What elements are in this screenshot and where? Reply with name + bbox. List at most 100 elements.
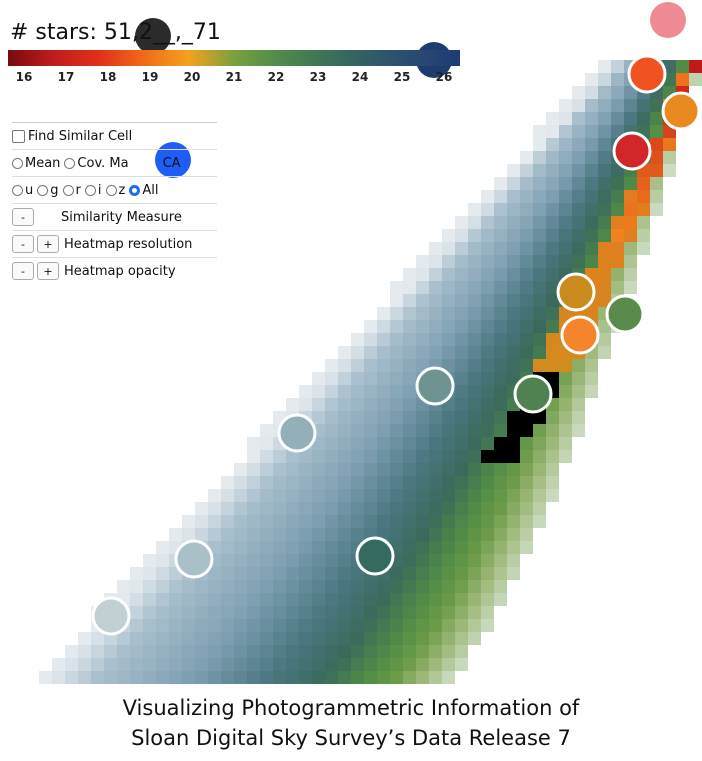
heatmap-cell[interactable] [299, 606, 312, 619]
heatmap-cell[interactable] [377, 398, 390, 411]
heatmap-cell[interactable] [429, 437, 442, 450]
heatmap-cell[interactable] [221, 619, 234, 632]
heatmap-cell[interactable] [286, 528, 299, 541]
heatmap-cell[interactable] [169, 593, 182, 606]
heatmap-cell[interactable] [403, 281, 416, 294]
heatmap-cell[interactable] [494, 268, 507, 281]
heatmap-cell[interactable] [143, 593, 156, 606]
heatmap-cell[interactable] [130, 593, 143, 606]
heatmap-cell[interactable] [416, 450, 429, 463]
heatmap-cell[interactable] [286, 593, 299, 606]
heatmap-cell[interactable] [416, 489, 429, 502]
heatmap-cell[interactable] [572, 229, 585, 242]
heatmap-cell[interactable] [663, 151, 676, 164]
resolution-plus-button[interactable]: + [37, 235, 59, 253]
heatmap-cell[interactable] [416, 346, 429, 359]
heatmap-cell[interactable] [234, 515, 247, 528]
heatmap-cell[interactable] [234, 632, 247, 645]
heatmap-cell[interactable] [364, 424, 377, 437]
heatmap-cell[interactable] [234, 502, 247, 515]
heatmap-cell[interactable] [507, 242, 520, 255]
heatmap-cell[interactable] [624, 190, 637, 203]
heatmap-cell[interactable] [78, 658, 91, 671]
heatmap-cell[interactable] [351, 567, 364, 580]
heatmap-cell[interactable] [312, 398, 325, 411]
heatmap-cell[interactable] [351, 580, 364, 593]
heatmap-cell[interactable] [169, 671, 182, 684]
heatmap-cell[interactable] [403, 619, 416, 632]
heatmap-cell[interactable] [546, 333, 559, 346]
heatmap-cell[interactable] [455, 411, 468, 424]
heatmap-cell[interactable] [403, 528, 416, 541]
heatmap-cell[interactable] [299, 671, 312, 684]
heatmap-cell[interactable] [429, 463, 442, 476]
heatmap-cell[interactable] [442, 424, 455, 437]
heatmap-cell[interactable] [598, 190, 611, 203]
heatmap-cell[interactable] [377, 606, 390, 619]
heatmap-cell[interactable] [624, 86, 637, 99]
heatmap-cell[interactable] [247, 658, 260, 671]
heatmap-cell[interactable] [533, 294, 546, 307]
heatmap-cell[interactable] [338, 502, 351, 515]
heatmap-cell[interactable] [104, 658, 117, 671]
heatmap-cell[interactable] [299, 398, 312, 411]
heatmap-cell[interactable] [312, 372, 325, 385]
heatmap-cell[interactable] [156, 541, 169, 554]
heatmap-cell[interactable] [637, 242, 650, 255]
heatmap-cell[interactable] [221, 554, 234, 567]
heatmap-cell[interactable] [299, 528, 312, 541]
heatmap-cell[interactable] [442, 346, 455, 359]
heatmap-cell[interactable] [390, 437, 403, 450]
heatmap-cell[interactable] [130, 567, 143, 580]
heatmap-cell[interactable] [468, 476, 481, 489]
heatmap-cell[interactable] [247, 515, 260, 528]
heatmap-cell[interactable] [208, 567, 221, 580]
heatmap-cell[interactable] [143, 580, 156, 593]
heatmap-cell[interactable] [403, 554, 416, 567]
heatmap-cell[interactable] [468, 567, 481, 580]
heatmap-cell[interactable] [286, 658, 299, 671]
heatmap-cell[interactable] [572, 177, 585, 190]
heatmap-cell[interactable] [286, 541, 299, 554]
heatmap-cell[interactable] [325, 645, 338, 658]
heatmap-cell[interactable] [403, 411, 416, 424]
heatmap-cell[interactable] [182, 658, 195, 671]
heatmap-cell[interactable] [520, 476, 533, 489]
heatmap-cell[interactable] [455, 450, 468, 463]
heatmap-cell[interactable] [598, 346, 611, 359]
heatmap-cell[interactable] [507, 333, 520, 346]
heatmap-cell[interactable] [455, 593, 468, 606]
heatmap-cell[interactable] [650, 99, 663, 112]
heatmap-cell[interactable] [455, 385, 468, 398]
heatmap-cell[interactable] [455, 437, 468, 450]
heatmap-cell[interactable] [208, 515, 221, 528]
heatmap-cell[interactable] [247, 580, 260, 593]
heatmap-cell[interactable] [468, 346, 481, 359]
heatmap-cell[interactable] [351, 385, 364, 398]
heatmap-cell[interactable] [403, 632, 416, 645]
heatmap-cell[interactable] [286, 489, 299, 502]
heatmap-cell[interactable] [130, 619, 143, 632]
heatmap-cell[interactable] [442, 528, 455, 541]
heatmap-cell[interactable] [507, 203, 520, 216]
heatmap-cell[interactable] [377, 476, 390, 489]
heatmap-cell[interactable] [338, 346, 351, 359]
heatmap-cell[interactable] [442, 502, 455, 515]
heatmap-cell[interactable] [325, 463, 338, 476]
heatmap-cell[interactable] [624, 99, 637, 112]
heatmap-cell[interactable] [546, 424, 559, 437]
heatmap-cell[interactable] [572, 138, 585, 151]
heatmap-cell[interactable] [312, 502, 325, 515]
heatmap-cell[interactable] [390, 398, 403, 411]
heatmap-cell[interactable] [299, 593, 312, 606]
heatmap-cell[interactable] [403, 489, 416, 502]
heatmap-cell[interactable] [390, 385, 403, 398]
heatmap-cell[interactable] [390, 476, 403, 489]
heatmap-cell[interactable] [455, 320, 468, 333]
heatmap-cell[interactable] [403, 463, 416, 476]
heatmap-cell[interactable] [455, 424, 468, 437]
heatmap-cell[interactable] [637, 177, 650, 190]
heatmap-cell[interactable] [442, 333, 455, 346]
heatmap-cell[interactable] [468, 632, 481, 645]
heatmap-cell[interactable] [286, 450, 299, 463]
